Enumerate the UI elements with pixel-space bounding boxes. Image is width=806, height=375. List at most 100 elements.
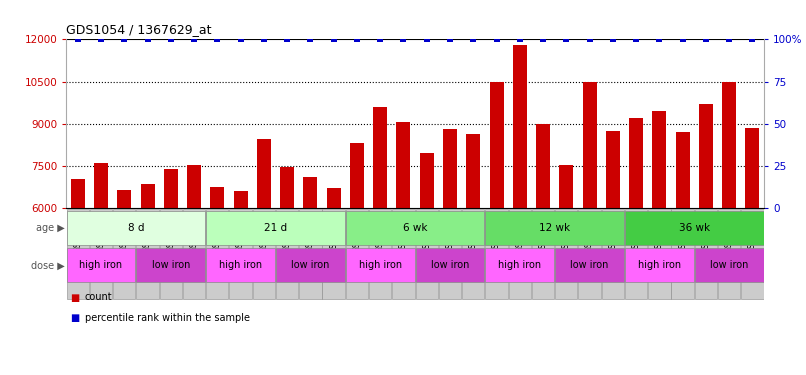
Point xyxy=(188,36,201,42)
Point xyxy=(327,36,340,42)
Bar xyxy=(234,191,247,208)
Text: 6 wk: 6 wk xyxy=(403,223,427,233)
Bar xyxy=(187,165,201,208)
Bar xyxy=(699,104,713,208)
Point xyxy=(606,36,619,42)
Text: GSM33528: GSM33528 xyxy=(283,211,292,252)
Text: low iron: low iron xyxy=(430,260,469,270)
Text: age ▶: age ▶ xyxy=(35,223,64,233)
Text: low iron: low iron xyxy=(291,260,330,270)
Bar xyxy=(675,132,690,208)
Text: GSM33537: GSM33537 xyxy=(492,211,501,252)
Text: GSM33541: GSM33541 xyxy=(585,211,594,252)
FancyBboxPatch shape xyxy=(346,209,368,299)
Text: GSM33546: GSM33546 xyxy=(678,211,688,252)
Point xyxy=(490,36,503,42)
Bar xyxy=(443,129,457,208)
Point xyxy=(71,36,84,42)
Point xyxy=(560,36,573,42)
Point xyxy=(676,36,689,42)
Text: GSM33538: GSM33538 xyxy=(515,211,524,252)
Point xyxy=(746,36,759,42)
FancyBboxPatch shape xyxy=(555,248,624,282)
Text: GSM33530: GSM33530 xyxy=(329,211,339,252)
Text: ■: ■ xyxy=(70,292,79,303)
FancyBboxPatch shape xyxy=(742,209,763,299)
Bar xyxy=(652,111,667,208)
FancyBboxPatch shape xyxy=(67,209,89,299)
FancyBboxPatch shape xyxy=(136,209,159,299)
Point xyxy=(583,36,596,42)
FancyBboxPatch shape xyxy=(416,209,438,299)
Point xyxy=(164,36,177,42)
Text: 12 wk: 12 wk xyxy=(539,223,571,233)
Text: GSM33535: GSM33535 xyxy=(446,211,455,252)
FancyBboxPatch shape xyxy=(438,209,461,299)
Point xyxy=(467,36,480,42)
FancyBboxPatch shape xyxy=(648,209,671,299)
FancyBboxPatch shape xyxy=(230,209,251,299)
FancyBboxPatch shape xyxy=(416,248,484,282)
Text: 21 d: 21 d xyxy=(264,223,287,233)
Bar xyxy=(746,128,759,208)
Bar xyxy=(326,188,341,208)
Point xyxy=(94,36,107,42)
FancyBboxPatch shape xyxy=(718,209,741,299)
FancyBboxPatch shape xyxy=(113,209,135,299)
Text: GSM33548: GSM33548 xyxy=(725,211,733,252)
Text: GSM33534: GSM33534 xyxy=(422,211,431,252)
FancyBboxPatch shape xyxy=(276,209,298,299)
Bar xyxy=(583,82,596,208)
Text: GSM33515: GSM33515 xyxy=(97,211,106,252)
Text: 8 d: 8 d xyxy=(127,223,144,233)
Text: GSM33547: GSM33547 xyxy=(701,211,710,252)
FancyBboxPatch shape xyxy=(602,209,624,299)
FancyBboxPatch shape xyxy=(579,209,600,299)
Text: 36 wk: 36 wk xyxy=(679,223,710,233)
Text: GSM33539: GSM33539 xyxy=(538,211,547,252)
Point xyxy=(141,36,154,42)
Point xyxy=(443,36,456,42)
Bar xyxy=(257,139,271,208)
FancyBboxPatch shape xyxy=(695,248,763,282)
Point xyxy=(397,36,410,42)
Text: GSM33531: GSM33531 xyxy=(352,211,361,252)
FancyBboxPatch shape xyxy=(299,209,322,299)
FancyBboxPatch shape xyxy=(206,248,275,282)
Text: low iron: low iron xyxy=(710,260,749,270)
FancyBboxPatch shape xyxy=(206,209,228,299)
Text: GSM33543: GSM33543 xyxy=(609,211,617,252)
Bar xyxy=(303,177,318,208)
FancyBboxPatch shape xyxy=(346,248,414,282)
Text: count: count xyxy=(85,292,112,303)
Text: high iron: high iron xyxy=(638,260,681,270)
Text: GSM33519: GSM33519 xyxy=(143,211,152,252)
Point xyxy=(537,36,550,42)
FancyBboxPatch shape xyxy=(160,209,182,299)
Text: low iron: low iron xyxy=(571,260,609,270)
Bar xyxy=(94,163,108,208)
FancyBboxPatch shape xyxy=(509,209,531,299)
Point xyxy=(118,36,131,42)
FancyBboxPatch shape xyxy=(67,248,135,282)
Text: GSM33540: GSM33540 xyxy=(562,211,571,252)
FancyBboxPatch shape xyxy=(625,209,647,299)
Bar xyxy=(467,134,480,208)
Text: GSM33532: GSM33532 xyxy=(376,211,384,252)
Bar xyxy=(513,45,527,208)
FancyBboxPatch shape xyxy=(89,209,112,299)
FancyBboxPatch shape xyxy=(393,209,414,299)
Bar xyxy=(118,190,131,208)
Text: GSM33536: GSM33536 xyxy=(469,211,478,252)
Point xyxy=(234,36,247,42)
Bar xyxy=(489,82,504,208)
Text: high iron: high iron xyxy=(359,260,401,270)
Text: GDS1054 / 1367629_at: GDS1054 / 1367629_at xyxy=(66,22,212,36)
FancyBboxPatch shape xyxy=(485,209,508,299)
Text: GSM33544: GSM33544 xyxy=(632,211,641,252)
FancyBboxPatch shape xyxy=(183,209,206,299)
Text: GSM33529: GSM33529 xyxy=(306,211,315,252)
FancyBboxPatch shape xyxy=(532,209,555,299)
FancyBboxPatch shape xyxy=(625,248,694,282)
Bar xyxy=(164,169,178,208)
